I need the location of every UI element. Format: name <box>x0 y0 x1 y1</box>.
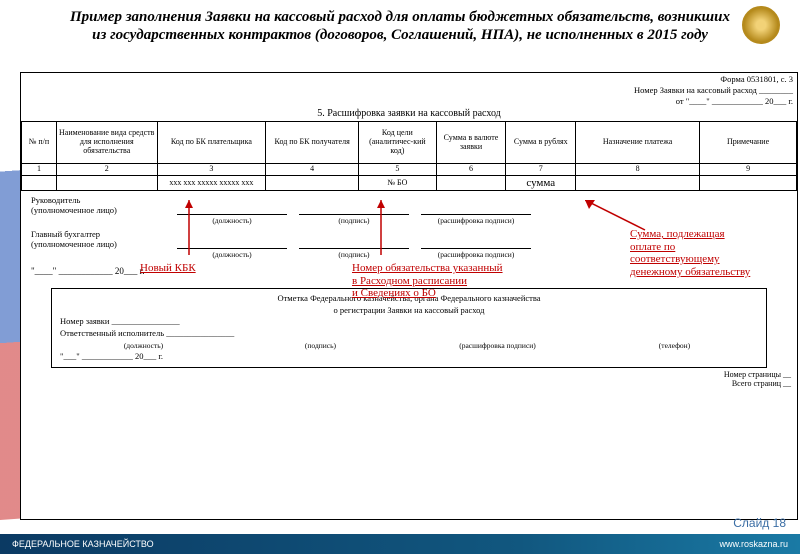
col-9: Примечание <box>700 122 797 164</box>
request-number: Номер Заявки на кассовый расход ________ <box>21 84 797 95</box>
stamp-date: "___" ____________ 20___ г. <box>60 351 758 362</box>
stamp-title2: о регистрации Заявки на кассовый расход <box>60 305 758 316</box>
stamp-num: Номер заявки ________________ <box>60 316 758 327</box>
col-2: Наименование вида средств для исполнения… <box>56 122 157 164</box>
emblem-icon <box>742 6 780 44</box>
footer-bar: ФЕДЕРАЛЬНОЕ КАЗНАЧЕЙСТВО www.roskazna.ru <box>0 534 800 554</box>
col-5: Код цели (аналитичес-кий код) <box>359 122 437 164</box>
page-number: Номер страницы __ <box>724 370 791 379</box>
section-5-heading: 5. Расшифровка заявки на кассовый расход <box>21 106 797 121</box>
col-7: Сумма в рублях <box>506 122 576 164</box>
form-code: Форма 0531801, с. 3 <box>21 73 797 84</box>
stamp-title1: Отметка Федерального казначейства, орган… <box>60 293 758 304</box>
document-form: Форма 0531801, с. 3 Номер Заявки на касс… <box>20 72 798 520</box>
breakdown-table: № п/п Наименование вида средств для испо… <box>21 121 797 191</box>
table-header-row: № п/п Наименование вида средств для испо… <box>22 122 797 164</box>
col-4: Код по БК получателя <box>266 122 359 164</box>
page-total: Всего страниц __ <box>732 379 791 388</box>
cell-sum: сумма <box>506 176 576 191</box>
stamp-isp: Ответственный исполнитель ______________… <box>60 328 758 339</box>
table-number-row: 1 2 3 4 5 6 7 8 9 <box>22 164 797 176</box>
sig-head-label: Руководитель <box>31 195 80 205</box>
col-6: Сумма в валюте заявки <box>436 122 506 164</box>
sig-acc-label: Главный бухгалтер <box>31 229 100 239</box>
slide-title: Пример заполнения Заявки на кассовый рас… <box>70 8 730 44</box>
slide-number: Слайд 18 <box>733 516 786 530</box>
signature-block: Руководитель (уполномоченное лицо) (долж… <box>21 191 797 259</box>
col-3: Код по БК плательщика <box>157 122 266 164</box>
sig-acc-sub: (уполномоченное лицо) <box>31 239 117 249</box>
date-line: "____" ____________ 20___ г. <box>21 260 797 282</box>
col-8: Назначение платежа <box>576 122 700 164</box>
footer-left: ФЕДЕРАЛЬНОЕ КАЗНАЧЕЙСТВО <box>12 539 154 549</box>
cell-bk-payer: xxx xxx xxxxx xxxxx xxx <box>157 176 266 191</box>
treasury-stamp-box: Отметка Федерального казначейства, орган… <box>51 288 767 367</box>
table-data-row: xxx xxx xxxxx xxxxx xxx № БО сумма <box>22 176 797 191</box>
cell-bo-number: № БО <box>359 176 437 191</box>
footer-right: www.roskazna.ru <box>719 539 788 549</box>
request-date: от "____" ____________ 20___ г. <box>21 95 797 106</box>
col-1: № п/п <box>22 122 57 164</box>
sig-head-sub: (уполномоченное лицо) <box>31 205 117 215</box>
